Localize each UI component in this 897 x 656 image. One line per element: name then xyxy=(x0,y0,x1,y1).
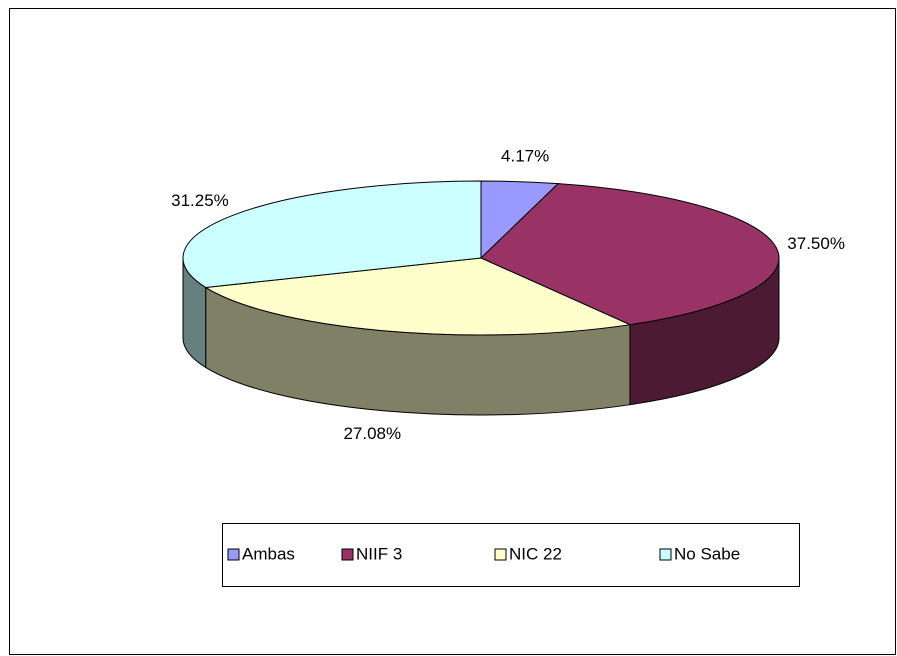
data-label: 4.17% xyxy=(501,146,549,165)
legend-swatch xyxy=(494,548,507,561)
legend-label: NIIF 3 xyxy=(356,544,402,563)
legend-label: No Sabe xyxy=(674,544,740,563)
pie-slice xyxy=(204,257,632,336)
data-label: 27.08% xyxy=(343,424,401,443)
data-label: 31.25% xyxy=(171,191,229,210)
pie-slice xyxy=(480,183,780,326)
legend-swatch xyxy=(659,548,672,561)
legend-box xyxy=(222,523,800,587)
data-label: 37.50% xyxy=(787,234,845,253)
legend-label: Ambas xyxy=(242,544,295,563)
legend-swatch xyxy=(341,548,354,561)
legend-label: NIC 22 xyxy=(509,544,562,563)
pie-slice xyxy=(182,180,482,288)
legend-swatch xyxy=(227,548,240,561)
